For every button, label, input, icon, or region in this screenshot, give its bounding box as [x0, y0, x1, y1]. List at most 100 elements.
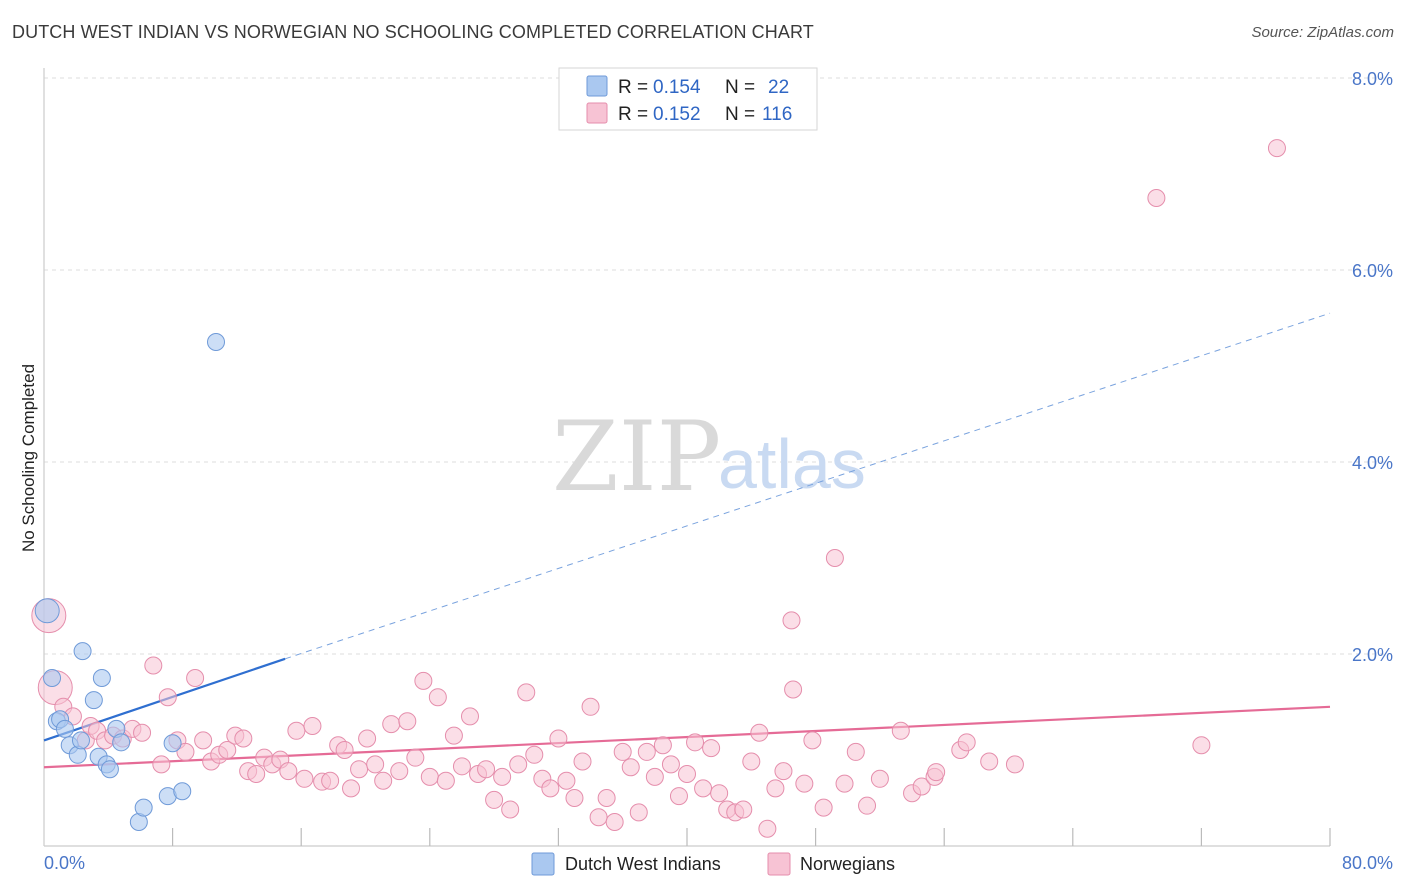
norwegian-point	[420, 767, 439, 786]
watermark-atlas: atlas	[718, 425, 866, 503]
norwegian-point	[980, 752, 999, 771]
norwegian-point	[912, 777, 931, 796]
legend-dutch-n-label: N =	[725, 77, 755, 98]
norwegian-point	[541, 779, 560, 798]
dutch-point	[207, 333, 226, 351]
norwegian-point	[501, 800, 520, 819]
norwegian-point	[342, 779, 361, 798]
bottom-legend-swatch-norwegian	[767, 852, 791, 876]
watermark: ZIP atlas	[552, 401, 866, 513]
gridlines	[44, 77, 1394, 655]
norwegian-point	[366, 755, 385, 774]
norwegian-point	[406, 748, 425, 767]
norwegian-point	[436, 771, 455, 790]
norwegian-point	[766, 779, 785, 798]
x-tick-label-max: 80.0%	[1342, 853, 1393, 873]
norwegian-point	[477, 760, 496, 779]
norwegian-point	[509, 755, 528, 774]
norwegian-point	[428, 688, 447, 707]
norwegian-point	[694, 779, 713, 798]
y-tick-label: 6.0%	[1352, 261, 1393, 281]
norwegian-point	[335, 741, 354, 759]
norwegian-point	[176, 742, 195, 761]
y-axis-title: No Schooling Completed	[19, 364, 38, 552]
norwegian-point	[573, 752, 592, 771]
legend-swatch-norwegian	[586, 102, 608, 124]
norwegian-point	[460, 707, 479, 726]
norwegian-point	[702, 739, 721, 758]
dutch-point	[55, 719, 74, 738]
legend-box: R = 0.154 N = 22 R = 0.152 N = 116	[558, 67, 818, 131]
norwegian-point	[581, 697, 600, 716]
legend-dutch-r-label: R =	[618, 77, 648, 98]
norwegian-point	[186, 669, 205, 687]
bottom-legend: Dutch West Indians Norwegians	[531, 852, 895, 876]
norwegian-point	[517, 683, 536, 702]
legend-swatch-dutch	[586, 75, 608, 97]
norwegian-point	[758, 819, 777, 838]
trend-lines	[43, 312, 1331, 769]
dutch-point	[100, 760, 119, 779]
legend-norwegian-r-value: 0.152	[653, 104, 701, 125]
dutch-point	[112, 733, 131, 752]
source-label: Source: ZipAtlas.com	[1251, 24, 1394, 41]
norwegian-point	[152, 755, 171, 774]
dutch-point	[73, 642, 92, 661]
norwegian-point	[414, 671, 433, 690]
norwegian-point	[133, 723, 152, 742]
legend-norwegian-n-value: 116	[762, 104, 792, 125]
norwegian-point	[637, 742, 656, 761]
dutch-point	[173, 782, 192, 801]
dutch-point	[92, 669, 111, 687]
norwegian-point	[452, 757, 471, 776]
norwegian-point	[444, 726, 463, 745]
norwegian-point	[661, 755, 680, 774]
norwegian-point	[218, 741, 237, 759]
watermark-zip: ZIP	[552, 401, 721, 513]
norwegian-point	[870, 769, 889, 788]
norwegian-point	[645, 767, 664, 786]
y-tick-label: 2.0%	[1352, 645, 1393, 665]
norwegian-point	[1267, 139, 1286, 158]
norwegian-point	[774, 762, 793, 781]
y-tick-label: 4.0%	[1352, 453, 1393, 473]
norwegian-point	[795, 774, 814, 793]
norwegian-point	[303, 717, 322, 735]
norwegian-point	[891, 721, 910, 740]
norwegian-point	[734, 800, 753, 819]
norwegian-point	[158, 688, 177, 707]
norwegian-point	[846, 742, 865, 761]
dutch-point	[71, 731, 90, 750]
norwegian-point	[549, 729, 568, 748]
bottom-legend-swatch-dutch	[531, 852, 555, 876]
norwegian-point	[144, 656, 163, 675]
y-tick-label: 8.0%	[1352, 69, 1393, 89]
norwegian-point	[927, 763, 946, 782]
norwegian-point	[565, 789, 584, 807]
norwegian-point	[247, 765, 266, 783]
norwegian-point	[835, 774, 854, 793]
norwegian-point	[358, 729, 377, 748]
norwegian-point	[234, 729, 253, 748]
norwegian-point	[605, 813, 624, 831]
bottom-legend-dutch: Dutch West Indians	[565, 854, 721, 874]
norwegian-point	[390, 762, 409, 781]
norwegian-points	[31, 139, 1286, 838]
norwegian-point	[1005, 755, 1024, 774]
norwegian-point	[858, 796, 877, 815]
legend-norwegian-r-label: R =	[618, 104, 648, 125]
norwegian-point	[287, 721, 306, 740]
legend-dutch-n-value: 22	[768, 77, 789, 98]
y-tick-labels: 2.0% 4.0% 6.0% 8.0%	[1352, 69, 1393, 665]
norwegian-point	[825, 549, 844, 567]
norwegian-point	[742, 752, 761, 771]
norwegian-point	[957, 733, 976, 752]
norwegian-point	[557, 771, 576, 790]
dutch-trend-dashed	[284, 312, 1331, 660]
norwegian-point	[678, 765, 696, 783]
norwegian-point	[597, 789, 616, 807]
norwegian-point	[321, 771, 340, 790]
norwegian-point	[710, 784, 729, 803]
norwegian-point	[621, 758, 640, 777]
